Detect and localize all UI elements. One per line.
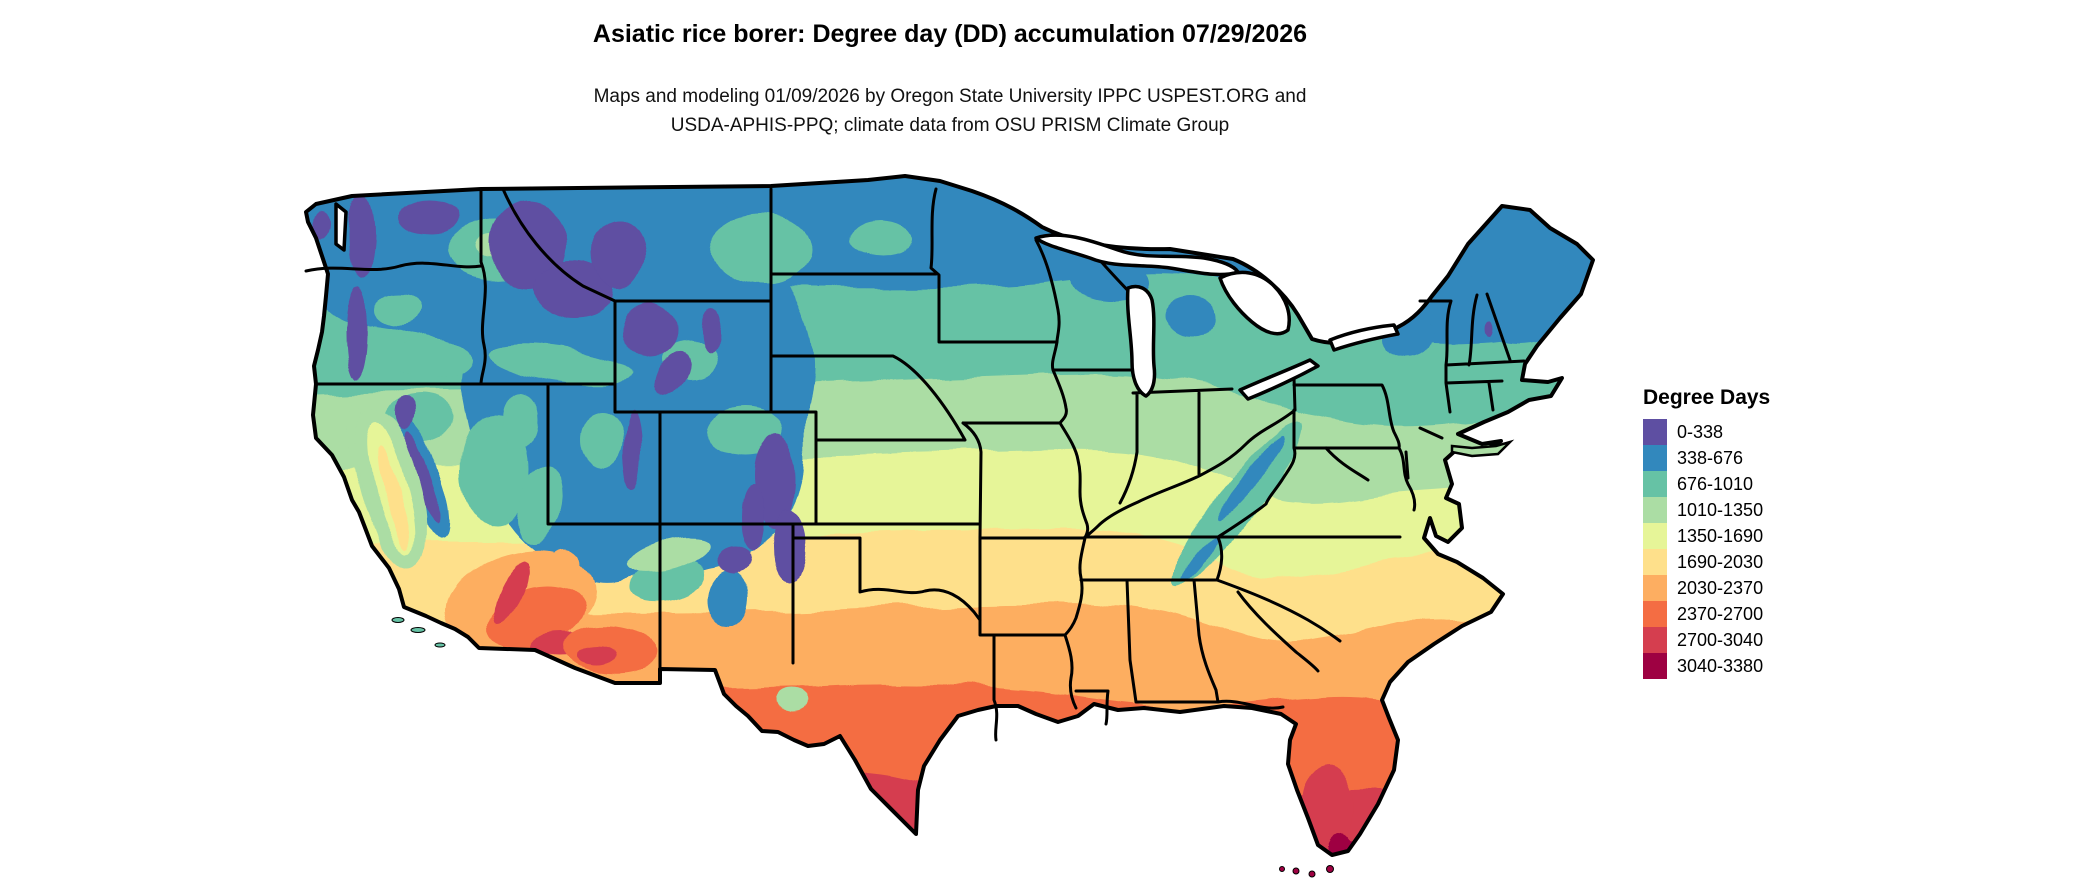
long-island [1450, 439, 1515, 458]
legend-swatch [1643, 419, 1667, 445]
legend-label: 1350-1690 [1677, 525, 1764, 546]
legend-swatch [1643, 549, 1667, 575]
legend-item: 0-338 [1643, 419, 1770, 445]
legend-swatch [1643, 627, 1667, 653]
legend-item: 1350-1690 [1643, 523, 1770, 549]
lake-michigan [1125, 284, 1157, 398]
legend-items: 0-338 338-676 676-1010 1010-1350 1350-16… [1643, 419, 1770, 679]
subtitle-line-1: Maps and modeling 01/09/2026 by Oregon S… [593, 86, 1307, 107]
legend-label: 2700-3040 [1677, 629, 1764, 650]
us-outline [304, 174, 1595, 857]
legend-item: 676-1010 [1643, 471, 1770, 497]
legend-swatch [1643, 601, 1667, 627]
legend-label: 2030-2370 [1677, 577, 1764, 598]
great-lakes [334, 202, 1400, 401]
legend-swatch [1643, 523, 1667, 549]
degree-day-raster [306, 176, 1593, 855]
lake-erie [1238, 358, 1320, 401]
puget-sound [334, 202, 348, 252]
legend-swatch [1643, 471, 1667, 497]
legend: Degree Days 0-338 338-676 676-1010 1010-… [1643, 386, 1770, 679]
legend-label: 1690-2030 [1677, 551, 1764, 572]
legend-item: 2030-2370 [1643, 575, 1770, 601]
legend-title: Degree Days [1643, 386, 1771, 409]
legend-item: 2370-2700 [1643, 601, 1770, 627]
lake-ontario [1328, 323, 1400, 352]
legend-item: 1690-2030 [1643, 549, 1770, 575]
legend-swatch [1643, 575, 1667, 601]
legend-label: 3040-3380 [1677, 655, 1764, 676]
legend-label: 1010-1350 [1677, 499, 1764, 520]
lake-huron [1218, 270, 1291, 336]
legend-item: 338-676 [1643, 445, 1770, 471]
legend-label: 2370-2700 [1677, 603, 1764, 624]
legend-item: 1010-1350 [1643, 497, 1770, 523]
legend-swatch [1643, 497, 1667, 523]
legend-label: 0-338 [1677, 421, 1724, 442]
page-title: Asiatic rice borer: Degree day (DD) accu… [592, 20, 1308, 48]
state-borders [304, 187, 1526, 742]
subtitle-line-2: USDA-APHIS-PPQ; climate data from OSU PR… [670, 115, 1230, 137]
legend-swatch [1643, 445, 1667, 471]
legend-item: 2700-3040 [1643, 627, 1770, 653]
florida-keys [1279, 865, 1334, 878]
legend-item: 3040-3380 [1643, 653, 1770, 679]
legend-label: 338-676 [1677, 447, 1744, 468]
map-subtitle: Maps and modeling 01/09/2026 by Oregon S… [0, 82, 1900, 141]
channel-islands [391, 617, 446, 648]
legend-swatch [1643, 653, 1667, 679]
legend-label: 676-1010 [1677, 473, 1754, 494]
